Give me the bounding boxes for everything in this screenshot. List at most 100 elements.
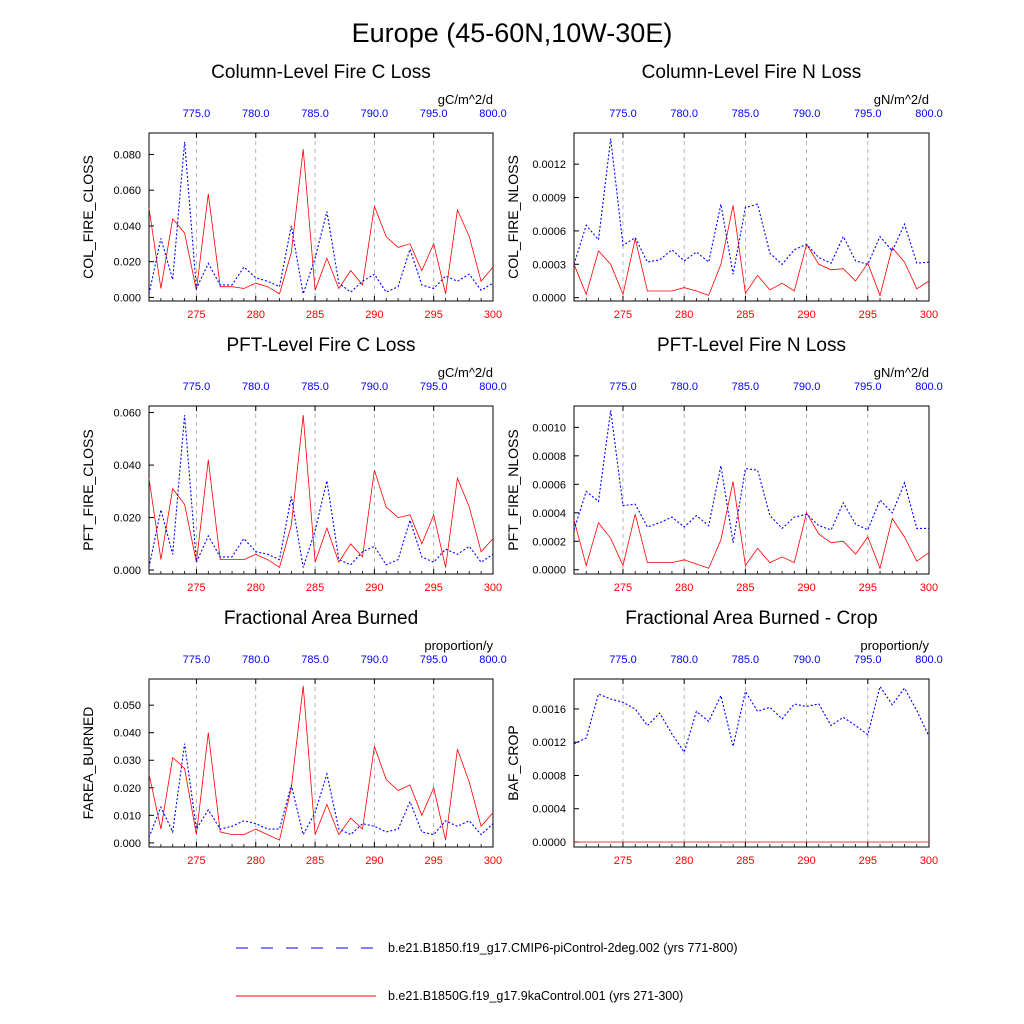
x-tick-label-bottom: 275 bbox=[614, 855, 632, 867]
x-tick-label-bottom: 275 bbox=[187, 855, 205, 867]
y-axis-label: FAREA_BURNED bbox=[80, 707, 96, 820]
y-tick-label: 0.030 bbox=[113, 755, 141, 767]
y-tick-label: 0.0012 bbox=[532, 737, 566, 749]
x-tick-label-bottom: 290 bbox=[797, 309, 815, 321]
x-tick-label-top: 775.0 bbox=[183, 654, 211, 666]
x-tick-label-bottom: 290 bbox=[365, 855, 383, 867]
x-tick-label-bottom: 285 bbox=[306, 855, 324, 867]
x-tick-label-top: 785.0 bbox=[301, 381, 329, 393]
x-tick-label-top: 800.0 bbox=[479, 654, 507, 666]
x-tick-label-top: 800.0 bbox=[915, 108, 943, 120]
x-tick-label-bottom: 285 bbox=[306, 582, 324, 594]
panel-units: gC/m^2/d bbox=[438, 92, 493, 107]
panel-title: Fractional Area Burned - Crop bbox=[625, 608, 877, 629]
series-line-red bbox=[148, 685, 494, 841]
x-tick-label-top: 795.0 bbox=[420, 108, 448, 120]
x-tick-label-top: 800.0 bbox=[915, 381, 943, 393]
x-tick-label-top: 775.0 bbox=[609, 381, 637, 393]
panel-5: Fractional Area Burned proportion/y FAREA_… bbox=[80, 608, 507, 867]
y-tick-label: 0.020 bbox=[113, 257, 141, 269]
x-tick-label-bottom: 280 bbox=[247, 309, 265, 321]
x-tick-label-bottom: 280 bbox=[247, 855, 265, 867]
x-tick-label-top: 785.0 bbox=[301, 654, 329, 666]
panel-3: PFT-Level Fire C Loss gC/m^2/d PFT_FIRE_CL… bbox=[80, 335, 507, 594]
x-tick-label-top: 775.0 bbox=[609, 108, 637, 120]
x-tick-label-top: 785.0 bbox=[732, 108, 760, 120]
y-tick-label: 0.040 bbox=[113, 460, 141, 472]
series-line-red bbox=[573, 205, 930, 297]
x-tick-label-top: 780.0 bbox=[242, 108, 270, 120]
x-tick-label-top: 780.0 bbox=[670, 381, 698, 393]
y-tick-label: 0.0008 bbox=[532, 451, 566, 463]
panels: Column-Level Fire C Loss gC/m^2/d COL_FIRE… bbox=[80, 62, 943, 867]
x-tick-label-top: 790.0 bbox=[793, 381, 821, 393]
x-tick-label-bottom: 295 bbox=[425, 582, 443, 594]
panel-6: Fractional Area Burned - Crop proportion/… bbox=[505, 608, 943, 867]
panel-1: Column-Level Fire C Loss gC/m^2/d COL_FIRE… bbox=[80, 62, 507, 321]
x-tick-label-bottom: 295 bbox=[859, 309, 877, 321]
x-tick-label-bottom: 300 bbox=[920, 855, 938, 867]
panel-units: gC/m^2/d bbox=[438, 365, 493, 380]
x-tick-label-top: 775.0 bbox=[183, 108, 211, 120]
legend-label-blue: b.e21.B1850.f19_g17.CMIP6-piControl-2deg… bbox=[388, 941, 738, 955]
series-line-blue bbox=[148, 743, 494, 838]
x-tick-label-top: 785.0 bbox=[732, 654, 760, 666]
x-tick-label-bottom: 275 bbox=[187, 309, 205, 321]
x-tick-label-top: 800.0 bbox=[479, 108, 507, 120]
series-line-blue bbox=[148, 415, 494, 568]
y-tick-label: 0.0006 bbox=[532, 479, 566, 491]
x-tick-label-bottom: 280 bbox=[675, 309, 693, 321]
y-tick-label: 0.000 bbox=[113, 838, 141, 850]
panel-title: Column-Level Fire C Loss bbox=[211, 62, 431, 83]
x-tick-label-bottom: 300 bbox=[484, 309, 502, 321]
y-tick-label: 0.0004 bbox=[532, 508, 566, 520]
x-tick-label-top: 795.0 bbox=[854, 381, 882, 393]
y-tick-label: 0.0010 bbox=[532, 422, 566, 434]
legend-label-red: b.e21.B1850G.f19_g17.9kaControl.001 (yrs… bbox=[388, 989, 683, 1003]
y-tick-label: 0.080 bbox=[113, 149, 141, 161]
x-tick-label-top: 780.0 bbox=[242, 654, 270, 666]
panel-title: PFT-Level Fire N Loss bbox=[657, 335, 846, 356]
y-tick-label: 0.0000 bbox=[532, 293, 566, 305]
x-tick-label-bottom: 285 bbox=[736, 309, 754, 321]
x-tick-label-top: 785.0 bbox=[732, 381, 760, 393]
y-tick-label: 0.0012 bbox=[532, 159, 566, 171]
x-tick-label-top: 795.0 bbox=[420, 381, 448, 393]
y-tick-label: 0.0000 bbox=[532, 565, 566, 577]
y-tick-label: 0.040 bbox=[113, 728, 141, 740]
x-tick-label-top: 795.0 bbox=[420, 654, 448, 666]
series-line-blue bbox=[148, 141, 494, 295]
figure-title: Europe (45-60N,10W-30E) bbox=[352, 18, 673, 48]
x-tick-label-top: 780.0 bbox=[670, 108, 698, 120]
y-tick-label: 0.010 bbox=[113, 810, 141, 822]
plot-frame bbox=[573, 405, 930, 575]
x-tick-label-bottom: 285 bbox=[306, 309, 324, 321]
y-tick-label: 0.0016 bbox=[532, 704, 566, 716]
y-tick-label: 0.0006 bbox=[532, 226, 566, 238]
x-tick-label-bottom: 295 bbox=[425, 309, 443, 321]
x-tick-label-bottom: 300 bbox=[920, 582, 938, 594]
x-tick-label-bottom: 275 bbox=[187, 582, 205, 594]
x-tick-label-bottom: 290 bbox=[365, 582, 383, 594]
x-tick-label-bottom: 300 bbox=[484, 855, 502, 867]
x-tick-label-bottom: 280 bbox=[675, 855, 693, 867]
panel-title: Fractional Area Burned bbox=[224, 608, 418, 629]
panel-2: Column-Level Fire N Loss gN/m^2/d COL_FIRE… bbox=[505, 62, 943, 321]
series-line-red bbox=[148, 149, 494, 295]
y-axis-label: PFT_FIRE_NLOSS bbox=[505, 429, 521, 550]
y-tick-label: 0.060 bbox=[113, 408, 141, 420]
series-line-red bbox=[573, 481, 930, 570]
y-tick-label: 0.0008 bbox=[532, 770, 566, 782]
x-tick-label-bottom: 285 bbox=[736, 855, 754, 867]
x-tick-label-top: 790.0 bbox=[361, 381, 389, 393]
x-tick-label-bottom: 285 bbox=[736, 582, 754, 594]
y-tick-label: 0.0000 bbox=[532, 837, 566, 849]
plot-frame bbox=[573, 678, 930, 848]
plot-frame bbox=[148, 132, 494, 302]
y-axis-label: COL_FIRE_NLOSS bbox=[505, 155, 521, 279]
series-line-blue bbox=[573, 138, 930, 275]
y-tick-label: 0.0003 bbox=[532, 259, 566, 271]
series-line-blue bbox=[573, 410, 929, 543]
y-tick-label: 0.0002 bbox=[532, 536, 566, 548]
